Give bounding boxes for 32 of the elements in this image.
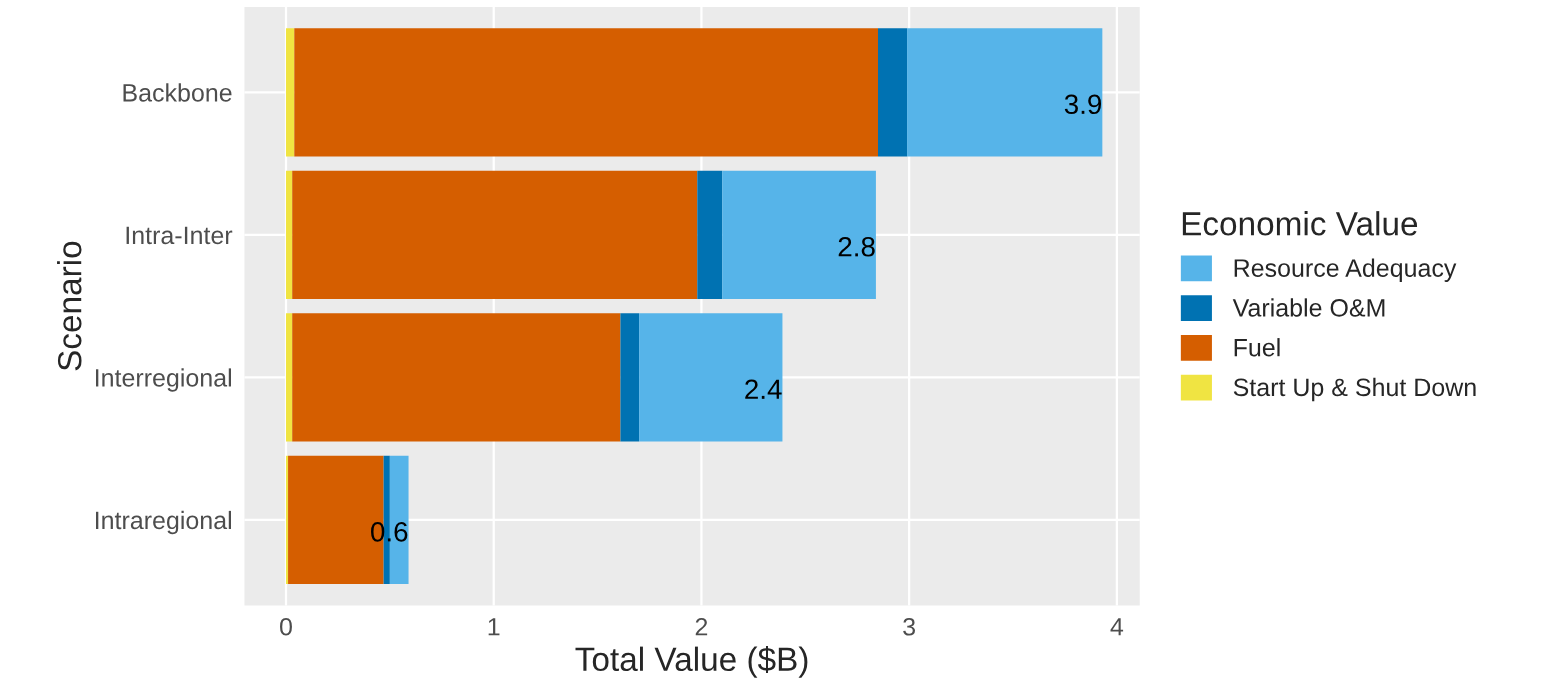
x-tick-label: 0 — [280, 617, 292, 636]
x-tick-label: 3 — [903, 617, 916, 636]
bar — [697, 170, 723, 300]
bar — [292, 313, 621, 442]
bar — [294, 28, 878, 157]
bar — [285, 170, 293, 300]
y-tick-label: Interregional — [95, 368, 231, 392]
bar — [639, 313, 783, 442]
x-tick-label: 4 — [1110, 618, 1124, 636]
bar — [292, 170, 698, 300]
y-tick-label: Backbone — [123, 83, 232, 102]
legend-label: Resource Adequacy — [1234, 258, 1457, 282]
x-axis-title: Total Value ($B) — [575, 646, 808, 678]
y-tick-label: Intraregional — [95, 510, 231, 535]
total-label: 2.4 — [745, 379, 782, 399]
total-label: 3.9 — [1064, 94, 1102, 115]
legend-label: Fuel — [1234, 338, 1280, 357]
y-axis-title: Scenario — [57, 241, 82, 371]
x-tick-label: 1 — [488, 618, 500, 636]
bar — [285, 313, 293, 442]
total-label: 2.8 — [838, 236, 875, 257]
bar — [878, 28, 908, 157]
bar — [907, 28, 1103, 157]
legend-title: Economic Value — [1182, 211, 1418, 236]
bar — [285, 28, 295, 157]
bar — [722, 170, 876, 300]
x-tick-label: 2 — [695, 617, 708, 636]
y-tick-label: Intra-Inter — [126, 226, 233, 245]
legend-label: Variable O&M — [1232, 298, 1385, 317]
bar — [285, 455, 289, 585]
legend-label: Start Up & Shut Down — [1233, 377, 1476, 402]
bar — [620, 313, 640, 442]
